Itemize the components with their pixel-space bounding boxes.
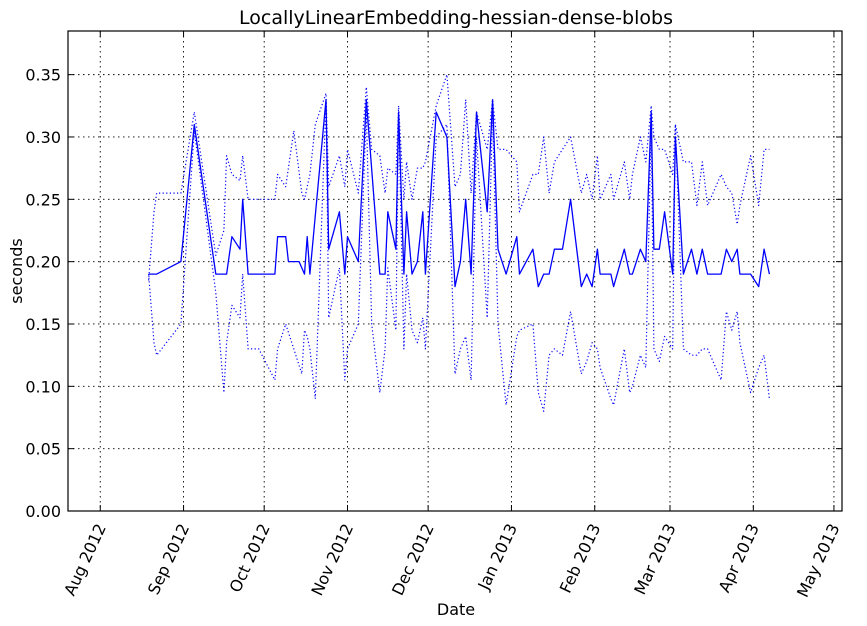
y-axis-title: seconds <box>7 238 26 303</box>
series-group <box>148 74 771 412</box>
y-tick-label: 0.15 <box>25 315 61 334</box>
x-axis-title: Date <box>437 600 475 619</box>
y-tick-label: 0.20 <box>25 253 61 272</box>
y-tick-label: 0.10 <box>25 377 61 396</box>
y-tick-label: 0.25 <box>25 190 61 209</box>
y-tick-label: 0.30 <box>25 128 61 147</box>
y-tick-label: 0.35 <box>25 66 61 85</box>
chart-title: LocallyLinearEmbedding-hessian-dense-blo… <box>239 7 673 29</box>
median-series-line <box>148 98 771 288</box>
grid <box>68 31 842 511</box>
lower-bound-series-line <box>148 99 770 412</box>
plot-area-frame <box>67 30 843 512</box>
y-tick-label: 0.00 <box>25 502 61 521</box>
y-tick-label: 0.05 <box>25 440 61 459</box>
